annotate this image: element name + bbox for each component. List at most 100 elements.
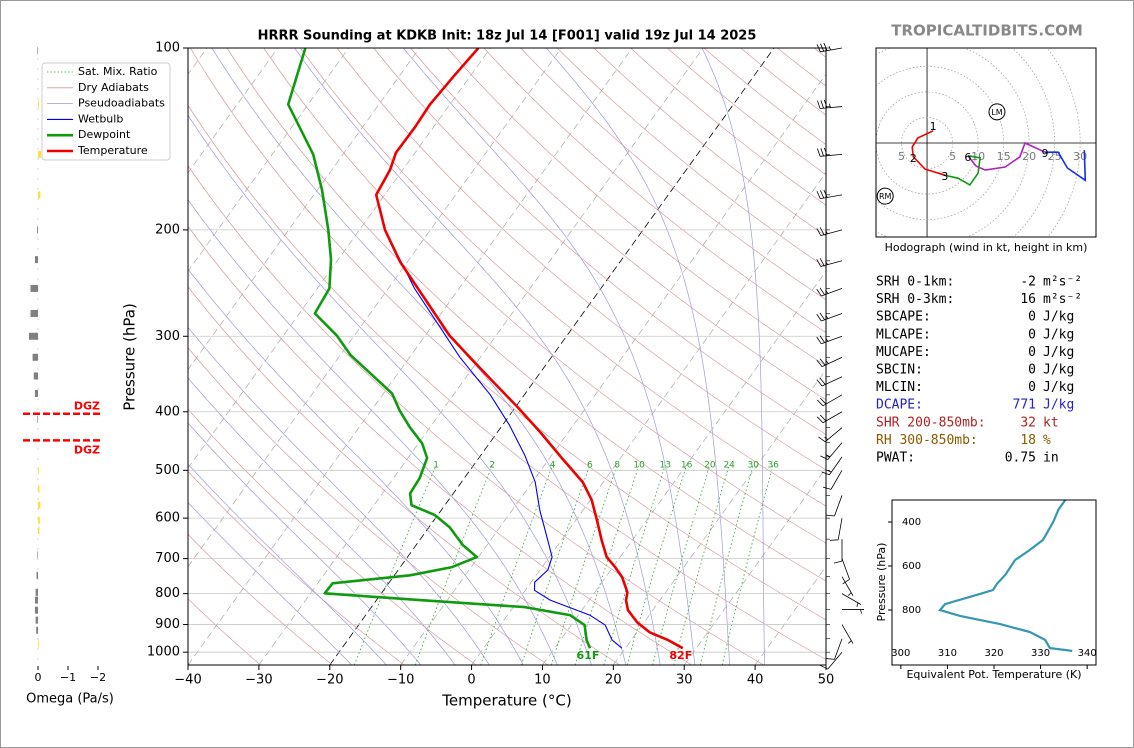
omega-tick-label: −2 — [90, 671, 106, 684]
wind-barb — [841, 576, 854, 596]
mixing-ratio-label: 16 — [681, 461, 693, 471]
mixing-ratio-label: 13 — [660, 461, 671, 471]
thetae-x-tick-label: 320 — [984, 648, 1003, 659]
param-unit: J/kg — [1043, 310, 1074, 325]
mixing-ratio-line — [699, 464, 754, 665]
hodo-trace — [1045, 150, 1087, 182]
legend-label: Dry Adiabats — [78, 81, 149, 94]
param-value: 18 — [1020, 433, 1036, 448]
dry-adiabat — [373, 48, 826, 435]
legend-label: Temperature — [77, 144, 148, 157]
param-value: 0 — [1028, 310, 1036, 325]
thetae-line — [938, 499, 1073, 652]
hodo-frame — [875, 47, 1097, 238]
y-tick-label: 200 — [155, 222, 180, 237]
wind-barb — [816, 335, 843, 345]
dry-adiabat — [188, 533, 333, 665]
wind-barb — [842, 609, 864, 614]
legend-label: Wetbulb — [78, 112, 123, 125]
dry-adiabat — [189, 48, 826, 621]
pseudoadiabat — [701, 48, 765, 665]
param-unit: J/kg — [1043, 398, 1074, 413]
omega-bar — [38, 191, 41, 199]
thetae-x-tick-label: 340 — [1078, 648, 1097, 659]
dry-adiabat — [520, 48, 826, 301]
pseudoadiabat — [403, 48, 696, 665]
omega-bar — [38, 100, 39, 108]
param-value: 0 — [1028, 345, 1036, 360]
isotherm — [542, 270, 826, 665]
thetae-y-tick-label: 600 — [902, 561, 921, 572]
hodo-trace — [944, 155, 981, 186]
param-unit: J/kg — [1043, 327, 1074, 342]
y-tick-label: 300 — [155, 329, 180, 344]
wind-barb — [816, 42, 843, 53]
hodo-ring — [901, 117, 953, 169]
param-unit: m²s⁻² — [1043, 292, 1082, 307]
storm-motion-marker — [988, 103, 1006, 121]
wind-barb — [816, 356, 843, 367]
thetae-x-label: Equivalent Pot. Temperature (K) — [906, 668, 1081, 681]
param-value: 0 — [1028, 327, 1036, 342]
surface-label: 61F — [577, 649, 600, 662]
wind-barb — [841, 593, 862, 607]
skewt-background: 1 2 4 6 8 10 13 16 20 24 30 36 — [188, 48, 826, 665]
mixing-ratio-label: 10 — [633, 461, 645, 471]
dry-adiabat — [188, 104, 826, 661]
wind-barb — [826, 495, 843, 517]
dry-adiabat — [226, 48, 826, 582]
mixing-ratio-label: 4 — [550, 461, 556, 471]
omega-bar — [38, 485, 40, 493]
hodo-ring-label: 10 — [971, 150, 985, 163]
thetae-x-tick-label: 300 — [891, 648, 910, 659]
mixing-ratio-label: 20 — [704, 461, 716, 471]
mixing-ratio-line — [652, 464, 711, 665]
x-tick-label: −40 — [174, 673, 201, 688]
param-label: MLCAPE: — [876, 327, 931, 342]
omega-tick-label: 0 — [35, 671, 42, 684]
wind-barb — [816, 227, 843, 236]
omega-bar — [38, 501, 41, 509]
dgz-label: DGZ — [74, 443, 100, 456]
hodograph-caption: Hodograph (wind in kt, height in km) — [885, 241, 1088, 254]
y-tick-label: 700 — [155, 551, 180, 566]
param-label: MUCAPE: — [876, 345, 931, 360]
wind-barb — [817, 99, 843, 109]
dry-adiabat — [593, 48, 826, 237]
wind-barb — [841, 558, 850, 585]
dry-adiabat — [336, 48, 826, 471]
param-unit: kt — [1043, 415, 1059, 430]
param-label: SRH 0-1km: — [876, 275, 954, 290]
omega-bar — [32, 353, 38, 361]
legend-label: Dewpoint — [78, 128, 131, 141]
mixing-ratio-label: 2 — [489, 461, 495, 471]
hodo-ring — [876, 48, 1030, 237]
mixing-ratio-line — [550, 464, 618, 665]
hodo-ring — [876, 91, 979, 195]
omega-bar — [38, 640, 39, 648]
chart-title: HRRR Sounding at KDKB Init: 18z Jul 14 [… — [258, 29, 757, 44]
mixing-ratio-label: 36 — [767, 461, 779, 471]
pseudoadiabat — [188, 326, 490, 665]
storm-motion-marker — [876, 187, 894, 205]
param-label: SBCAPE: — [876, 310, 931, 325]
param-value: 16 — [1020, 292, 1036, 307]
wind-barb — [817, 147, 843, 157]
plot-frame — [187, 47, 827, 666]
param-unit: J/kg — [1043, 363, 1074, 378]
dry-adiabat — [263, 48, 826, 544]
x-tick-label: 30 — [676, 673, 693, 688]
dry-adiabat — [188, 286, 621, 665]
param-unit: J/kg — [1043, 345, 1074, 360]
hodo-trace — [967, 141, 1046, 171]
isotherm — [188, 48, 349, 272]
y-tick-label: 600 — [155, 511, 180, 526]
thetae-frame — [891, 499, 1097, 666]
hodo-ring-label: 20 — [1022, 150, 1036, 163]
pseudoadiabat — [294, 48, 661, 665]
mixing-ratio-line — [626, 464, 687, 665]
pseudoadiabat — [188, 268, 524, 665]
param-label: MLCIN: — [876, 380, 923, 395]
pseudoadiabat — [188, 501, 352, 665]
storm-motion-label: RM — [879, 192, 892, 201]
